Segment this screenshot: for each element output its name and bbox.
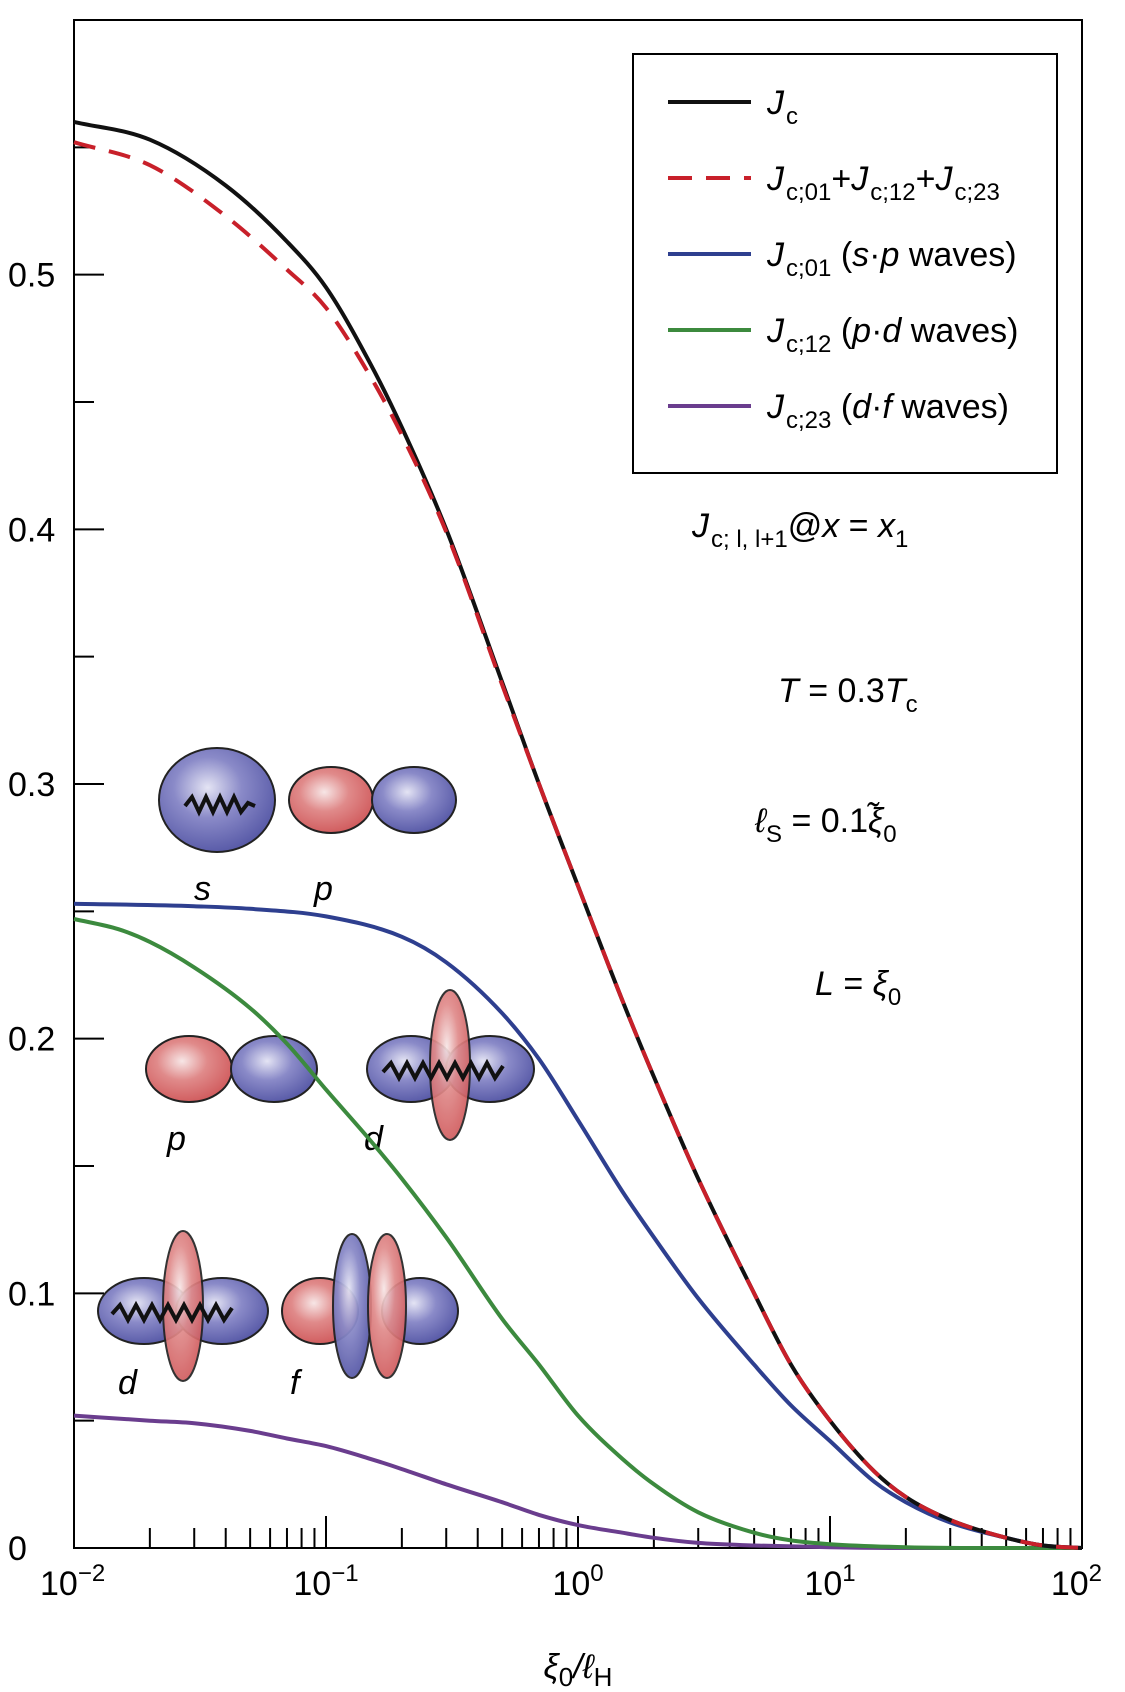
orbital-label-p: p	[166, 1120, 186, 1158]
axis-ticks	[73, 146, 1072, 1548]
zigzag-bond	[110, 1300, 234, 1325]
x-axis-label: ξ0/ℓH	[544, 1648, 613, 1692]
series-line-jsum	[73, 140, 1083, 1550]
legend-box	[632, 53, 1058, 474]
orbital-sp-pictogram: s p	[158, 747, 457, 908]
p-orbital-lobe-red	[288, 766, 374, 834]
legend: Jc Jc;01+Jc;12+Jc;23 Jc;01 (s·p waves) J…	[632, 53, 1058, 474]
y-tick-label: 0.4	[8, 511, 55, 549]
legend-label-j01: Jc;01 (s·p waves)	[766, 236, 1017, 282]
axis-tick-labels: 10−2 10−1 100 101 102 0 0.1 0.2 0.3 0.4 0.5	[8, 257, 1102, 1603]
series-line-j12	[73, 917, 1082, 1551]
x-tick-label: 102	[1051, 1560, 1102, 1603]
orbital-label-p: p	[313, 870, 333, 908]
x-tick-label: 101	[804, 1560, 855, 1603]
series-line-j01	[73, 901, 1083, 1550]
f-orbital-lobe-red-vertical	[367, 1233, 407, 1379]
f-orbital-lobe-blue-vertical	[332, 1233, 372, 1379]
zigzag-bond	[381, 1058, 505, 1083]
legend-label-j23: Jc;23 (d·f waves)	[766, 388, 1009, 434]
y-tick-label: 0.3	[8, 766, 55, 804]
x-tick-label: 10−2	[40, 1560, 105, 1603]
x-tick-label: 10−1	[293, 1560, 358, 1603]
y-tick-label: 0.2	[8, 1021, 55, 1059]
legend-label-j12: Jc;12 (p·d waves)	[766, 312, 1018, 358]
orbital-label-f: f	[290, 1364, 303, 1402]
y-tick-label: 0.1	[8, 1275, 55, 1313]
annotation-system-length: L = ξ0	[815, 965, 901, 1011]
orbital-pd-pictogram: p d	[145, 989, 535, 1158]
p-orbital-lobe-red	[145, 1035, 233, 1103]
p-orbital-lobe-blue	[230, 1035, 318, 1103]
annotation-spin-length: ℓS = 0.1ξ̃0	[754, 802, 897, 848]
legend-label-jc: Jc	[766, 84, 798, 130]
orbital-df-pictogram: d f	[97, 1230, 459, 1402]
annotation-condition: Jc; l, l+1@x = x1	[691, 507, 908, 553]
zigzag-bond	[183, 792, 256, 817]
legend-label-jsum: Jc;01+Jc;12+Jc;23	[766, 160, 1000, 206]
data-curves	[73, 119, 1083, 1551]
annotation-temperature: T = 0.3Tc	[778, 672, 918, 718]
orbital-label-d: d	[118, 1364, 138, 1402]
x-tick-label: 100	[552, 1560, 603, 1603]
series-line-j23	[73, 1413, 1082, 1551]
y-tick-label: 0	[8, 1530, 27, 1568]
y-tick-label: 0.5	[8, 257, 55, 295]
orbital-label-s: s	[194, 870, 211, 908]
p-orbital-lobe-blue	[371, 766, 457, 834]
